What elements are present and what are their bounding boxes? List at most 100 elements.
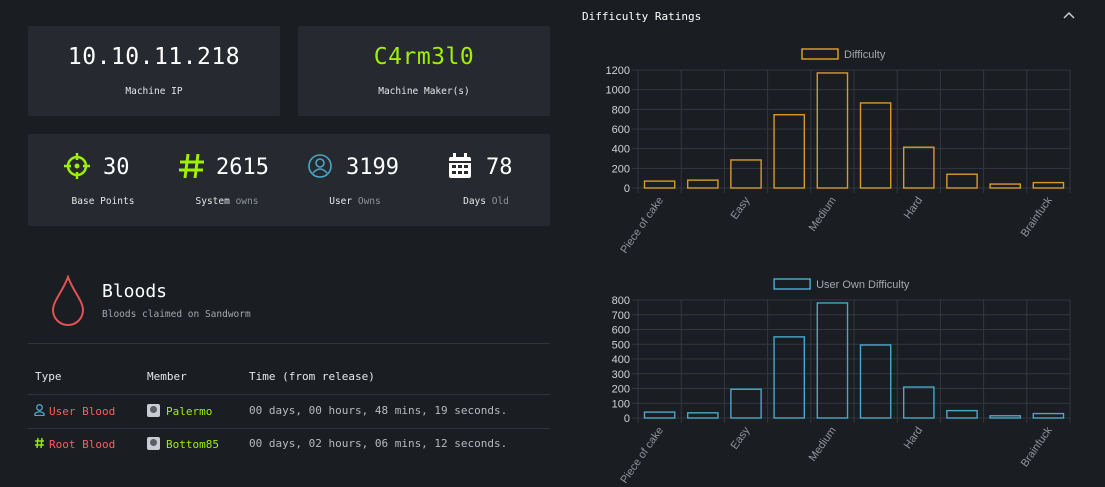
user-icon bbox=[308, 154, 332, 178]
user-icon bbox=[34, 404, 45, 417]
y-tick-label: 1000 bbox=[606, 85, 630, 97]
legend-swatch bbox=[773, 278, 811, 290]
user-owns-value: 3199 bbox=[346, 155, 399, 180]
x-tick-label: Brainfuck bbox=[1019, 194, 1055, 239]
days-old-stat: 78 Days Old bbox=[428, 134, 558, 226]
x-tick-label: Medium bbox=[807, 195, 839, 234]
bar bbox=[989, 183, 1022, 189]
y-tick-label: 1200 bbox=[606, 65, 630, 77]
bar bbox=[643, 411, 676, 419]
calendar-icon bbox=[449, 153, 471, 178]
blood-type-cell: Root Blood bbox=[34, 437, 115, 451]
time-cell: 00 days, 00 hours, 48 mins, 19 seconds. bbox=[249, 404, 508, 417]
bar bbox=[686, 412, 719, 419]
machine-ip-value: 10.10.11.218 bbox=[67, 44, 241, 70]
y-tick-label: 400 bbox=[612, 354, 630, 366]
machine-maker-label: Machine Maker(s) bbox=[378, 86, 470, 97]
x-tick-label: Easy bbox=[729, 424, 753, 451]
y-tick-label: 0 bbox=[624, 183, 630, 195]
difficulty-chart: Difficulty 0 200 400 600 800 1000 1200 Piece of … bbox=[606, 48, 1071, 253]
system-owns-stat: 2615 System owns bbox=[166, 134, 296, 226]
y-tick-label: 500 bbox=[612, 339, 630, 351]
column-header-type: Type bbox=[35, 370, 62, 383]
bar bbox=[816, 302, 849, 419]
user-owns-label: User Owns bbox=[329, 196, 381, 207]
x-tick-label: Hard bbox=[902, 425, 926, 451]
y-tick-label: 0 bbox=[624, 413, 630, 425]
table-divider bbox=[28, 394, 550, 395]
bar bbox=[730, 159, 762, 189]
bar bbox=[859, 344, 892, 419]
bloods-title: Bloods bbox=[102, 281, 168, 302]
table-row: User Blood Palermo 00 days, 00 hours, 48… bbox=[28, 395, 550, 428]
chevron-up-icon[interactable] bbox=[1063, 11, 1075, 19]
bar bbox=[946, 409, 978, 419]
legend-label: Difficulty bbox=[844, 49, 886, 61]
days-old-value: 78 bbox=[486, 155, 513, 180]
x-tick-label: Easy bbox=[729, 194, 753, 221]
column-header-time: Time (from release) bbox=[249, 370, 375, 383]
column-header-member: Member bbox=[147, 370, 187, 383]
base-points-value: 30 bbox=[103, 155, 130, 180]
crosshair-icon bbox=[64, 153, 90, 179]
y-tick-label: 600 bbox=[612, 325, 630, 337]
y-tick-label: 200 bbox=[612, 163, 630, 175]
stats-card: 30 Base Points 2615 System owns 3199 Use… bbox=[28, 134, 550, 226]
bar bbox=[989, 415, 1022, 419]
bar bbox=[773, 114, 806, 189]
bar bbox=[902, 146, 935, 189]
difficulty-ratings-title: Difficulty Ratings bbox=[582, 10, 702, 23]
bar bbox=[946, 173, 978, 189]
machine-maker-card: C4rm3l0 Machine Maker(s) bbox=[298, 26, 550, 116]
bar bbox=[1032, 412, 1065, 419]
hash-icon bbox=[35, 437, 44, 449]
machine-ip-label: Machine IP bbox=[125, 86, 183, 97]
bar bbox=[859, 102, 892, 189]
bar bbox=[730, 388, 762, 419]
blood-type-cell: User Blood bbox=[34, 404, 115, 418]
y-tick-label: 800 bbox=[612, 295, 630, 307]
bar bbox=[1032, 181, 1065, 189]
bar bbox=[686, 179, 719, 189]
bloods-subtitle: Bloods claimed on Sandworm bbox=[102, 309, 251, 320]
member-cell[interactable]: Palermo bbox=[147, 404, 212, 418]
blood-drop-icon bbox=[51, 275, 85, 326]
table-row: Root Blood Bottom85 00 days, 02 hours, 0… bbox=[28, 428, 550, 461]
bar bbox=[643, 180, 676, 189]
system-owns-value: 2615 bbox=[216, 155, 269, 180]
y-tick-label: 600 bbox=[612, 124, 630, 136]
divider bbox=[28, 343, 550, 344]
legend-swatch bbox=[801, 48, 839, 60]
blood-type-label: Root Blood bbox=[49, 438, 116, 451]
base-points-label: Base Points bbox=[71, 196, 135, 207]
machine-ip-card: 10.10.11.218 Machine IP bbox=[28, 26, 280, 116]
y-tick-label: 200 bbox=[612, 384, 630, 396]
days-old-label: Days Old bbox=[463, 196, 509, 207]
x-tick-label: Piece of cake bbox=[618, 195, 666, 253]
user-own-difficulty-chart: User Own Difficulty 0 100 200 300 400 500 600 70… bbox=[612, 278, 1071, 483]
member-link[interactable]: Palermo bbox=[166, 405, 213, 418]
y-tick-label: 300 bbox=[612, 369, 630, 381]
y-tick-label: 400 bbox=[612, 144, 630, 156]
hash-icon bbox=[179, 153, 204, 179]
avatar bbox=[147, 404, 160, 417]
bar bbox=[773, 336, 806, 419]
machine-maker-link[interactable]: C4rm3l0 bbox=[373, 44, 475, 70]
legend-label: User Own Difficulty bbox=[816, 279, 910, 291]
member-link[interactable]: Bottom85 bbox=[166, 438, 219, 451]
x-tick-label: Medium bbox=[807, 425, 839, 464]
y-tick-label: 100 bbox=[612, 398, 630, 410]
member-cell[interactable]: Bottom85 bbox=[147, 437, 219, 451]
avatar bbox=[147, 437, 160, 450]
x-tick-label: Brainfuck bbox=[1019, 424, 1055, 469]
bar bbox=[902, 386, 935, 419]
user-owns-stat: 3199 User Owns bbox=[296, 134, 426, 226]
x-tick-label: Hard bbox=[902, 195, 926, 221]
x-tick-label: Piece of cake bbox=[618, 425, 666, 483]
time-cell: 00 days, 02 hours, 06 mins, 12 seconds. bbox=[249, 437, 508, 450]
y-tick-label: 800 bbox=[612, 104, 630, 116]
blood-type-label: User Blood bbox=[49, 405, 116, 418]
y-tick-label: 700 bbox=[612, 310, 630, 322]
bar bbox=[816, 72, 849, 189]
system-owns-label: System owns bbox=[195, 196, 259, 207]
